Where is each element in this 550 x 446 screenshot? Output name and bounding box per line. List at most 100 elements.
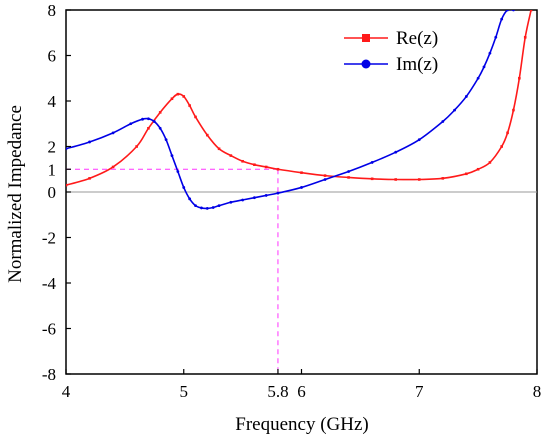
data-point-im-z bbox=[476, 76, 480, 80]
legend-label-re-z: Re(z) bbox=[396, 28, 438, 49]
data-point-im-z bbox=[129, 122, 133, 126]
legend-marker-square-icon bbox=[362, 34, 370, 42]
data-point-re-z bbox=[323, 174, 327, 177]
data-point-im-z bbox=[488, 51, 492, 55]
data-point-re-z bbox=[512, 108, 515, 112]
y-tick-label: 6 bbox=[48, 47, 57, 66]
data-point-re-z bbox=[370, 177, 374, 181]
data-point-im-z bbox=[276, 191, 280, 195]
data-point-im-z bbox=[182, 186, 186, 189]
data-point-im-z bbox=[211, 206, 215, 209]
data-point-im-z bbox=[370, 161, 374, 164]
data-point-re-z bbox=[394, 178, 397, 181]
data-point-im-z bbox=[217, 204, 221, 208]
data-point-re-z bbox=[417, 178, 421, 181]
data-point-re-z bbox=[182, 95, 186, 98]
legend-marker-circle-icon bbox=[361, 59, 371, 69]
legend-label-im-z: Im(z) bbox=[396, 54, 438, 75]
y-axis-label: Normalized Impedance bbox=[5, 105, 26, 283]
data-point-im-z bbox=[66, 147, 68, 151]
data-point-im-z bbox=[141, 117, 144, 121]
data-point-im-z bbox=[264, 194, 268, 197]
x-tick-label: 8 bbox=[533, 382, 542, 401]
data-point-re-z bbox=[488, 161, 492, 164]
data-point-re-z bbox=[476, 167, 480, 171]
data-point-im-z bbox=[188, 197, 192, 201]
data-point-im-z bbox=[152, 120, 156, 123]
x-tick-label: 7 bbox=[415, 382, 424, 401]
data-point-re-z bbox=[66, 183, 68, 187]
data-point-im-z bbox=[500, 17, 504, 21]
data-point-im-z bbox=[241, 198, 245, 202]
data-point-im-z bbox=[176, 170, 180, 173]
y-tick-label: 1 bbox=[48, 160, 57, 179]
y-tick-label: -4 bbox=[42, 274, 57, 293]
data-point-im-z bbox=[158, 126, 162, 130]
y-tick-label: 8 bbox=[48, 1, 57, 20]
data-point-re-z bbox=[170, 97, 174, 101]
series-line-re-z bbox=[66, 10, 532, 186]
data-point-im-z bbox=[323, 178, 327, 181]
data-point-im-z bbox=[441, 120, 445, 123]
data-point-re-z bbox=[176, 92, 180, 96]
data-point-re-z bbox=[217, 147, 221, 151]
series-im-z bbox=[66, 10, 515, 210]
y-tick-label: 2 bbox=[48, 138, 57, 157]
data-point-re-z bbox=[300, 171, 303, 174]
data-point-im-z bbox=[494, 35, 498, 39]
data-point-im-z bbox=[164, 138, 168, 142]
data-point-im-z bbox=[453, 108, 456, 112]
data-point-re-z bbox=[264, 165, 268, 169]
data-point-im-z bbox=[506, 10, 509, 12]
data-point-im-z bbox=[482, 65, 486, 69]
data-point-re-z bbox=[135, 145, 138, 148]
data-point-re-z bbox=[188, 104, 191, 107]
data-point-re-z bbox=[253, 163, 256, 166]
data-point-im-z bbox=[205, 206, 209, 210]
legend-item-re-z: Re(z) bbox=[344, 28, 438, 49]
data-point-re-z bbox=[500, 145, 503, 148]
legend-item-im-z: Im(z) bbox=[344, 54, 438, 75]
data-point-re-z bbox=[88, 177, 91, 180]
data-point-im-z bbox=[512, 10, 515, 12]
data-point-re-z bbox=[147, 127, 150, 130]
data-point-im-z bbox=[170, 154, 174, 158]
data-point-re-z bbox=[506, 131, 509, 135]
data-point-re-z bbox=[523, 36, 527, 39]
y-tick-label: -8 bbox=[42, 365, 56, 384]
data-point-im-z bbox=[347, 170, 350, 173]
data-point-re-z bbox=[276, 167, 280, 171]
y-tick-label: -6 bbox=[42, 320, 56, 339]
x-tick-label: 4 bbox=[62, 382, 71, 401]
data-point-im-z bbox=[464, 95, 468, 98]
x-tick-label: 5 bbox=[180, 382, 189, 401]
data-point-re-z bbox=[206, 133, 209, 137]
x-axis-label: Frequency (GHz) bbox=[235, 414, 368, 435]
data-point-im-z bbox=[111, 131, 115, 135]
data-point-re-z bbox=[465, 172, 468, 176]
x-tick-label: 5.8 bbox=[267, 382, 288, 401]
data-point-re-z bbox=[518, 76, 521, 80]
y-tick-label: 4 bbox=[48, 92, 57, 111]
data-point-im-z bbox=[229, 200, 233, 204]
data-point-im-z bbox=[200, 206, 203, 210]
data-point-im-z bbox=[300, 186, 303, 189]
data-point-re-z bbox=[529, 10, 533, 12]
data-point-re-z bbox=[229, 154, 233, 157]
data-point-im-z bbox=[253, 196, 256, 200]
data-point-im-z bbox=[394, 150, 398, 154]
x-tick-label: 6 bbox=[297, 382, 306, 401]
data-point-im-z bbox=[194, 204, 197, 208]
data-point-re-z bbox=[241, 159, 244, 163]
data-point-re-z bbox=[347, 176, 350, 179]
data-point-im-z bbox=[417, 138, 421, 142]
data-point-re-z bbox=[194, 115, 197, 119]
data-point-re-z bbox=[441, 177, 445, 180]
y-tick-label: -2 bbox=[42, 229, 56, 248]
data-point-re-z bbox=[111, 165, 115, 169]
data-point-im-z bbox=[88, 140, 91, 144]
data-point-re-z bbox=[158, 111, 162, 114]
y-tick-label: 0 bbox=[48, 183, 57, 202]
